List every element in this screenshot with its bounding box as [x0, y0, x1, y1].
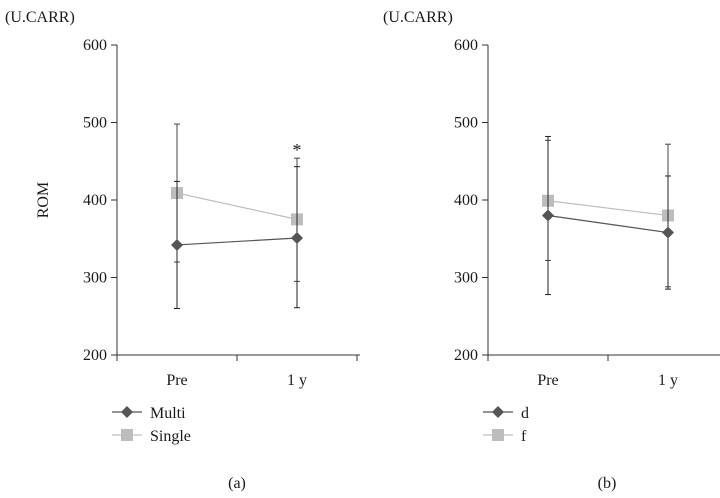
legend-label: f — [521, 428, 527, 445]
data-point — [662, 226, 674, 239]
y-tick-label: 200 — [83, 347, 107, 364]
y-tick-label: 300 — [454, 270, 478, 287]
series-line — [176, 237, 298, 246]
y-axis-label: ROM — [35, 182, 52, 218]
y-tick-label: 500 — [454, 115, 478, 132]
series-line — [547, 214, 669, 234]
panel-label: (b) — [598, 475, 617, 492]
series-line — [176, 192, 298, 220]
y-tick-label: 600 — [83, 37, 107, 54]
significance-marker: * — [293, 140, 302, 160]
x-tick-label: Pre — [537, 372, 558, 389]
chart-panel-a: (U.CARR) ROM 200 300 400 500 600 Pre 1 y * Multi Si… — [5, 9, 360, 492]
legend-marker — [121, 406, 133, 418]
data-point — [542, 209, 554, 222]
unit-label: (U.CARR) — [383, 9, 453, 26]
series-line — [547, 200, 669, 217]
x-tick-label: 1 y — [287, 372, 307, 389]
y-tick-label: 400 — [454, 192, 478, 209]
panel-label: (a) — [228, 475, 246, 492]
legend-marker — [121, 429, 133, 441]
y-tick-label: 500 — [83, 115, 107, 132]
y-tick-label: 300 — [83, 270, 107, 287]
legend-marker — [492, 429, 504, 441]
y-tick-label: 200 — [454, 347, 478, 364]
unit-label: (U.CARR) — [5, 9, 75, 26]
legend-marker — [492, 406, 504, 418]
data-point — [171, 238, 183, 251]
legend-label: d — [521, 405, 529, 422]
x-tick-label: 1 y — [658, 372, 678, 389]
y-tick-label: 600 — [454, 37, 478, 54]
data-point — [291, 231, 303, 244]
legend-label: Multi — [150, 405, 186, 422]
y-tick-label: 400 — [83, 192, 107, 209]
legend-label: Single — [150, 428, 191, 445]
x-tick-label: Pre — [166, 372, 187, 389]
chart-panel-b: (U.CARR) 200 300 400 500 600 Pre 1 y df (b) — [383, 9, 720, 492]
